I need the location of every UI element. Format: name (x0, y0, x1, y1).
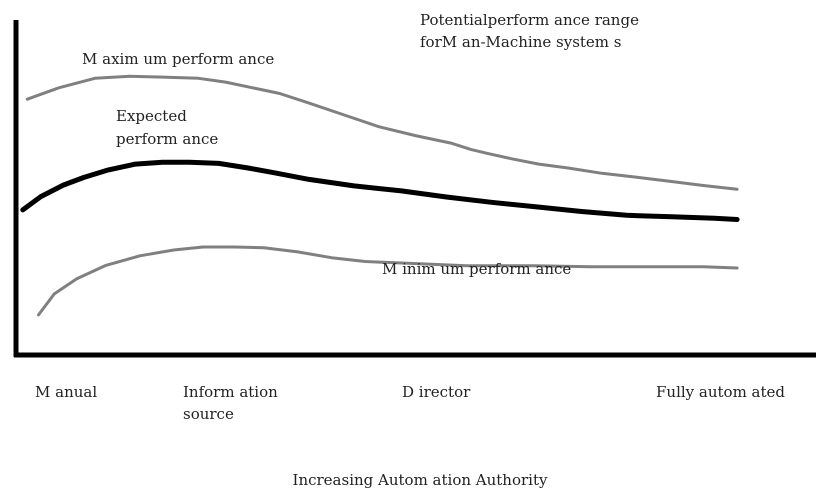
x-tick-label-2: Inform ation source (183, 383, 278, 423)
x-tick-label-3: D irector (402, 383, 471, 401)
series-annotation-2: Expected perform ance (116, 107, 218, 148)
x-axis-title: Increasing Autom ation Authority (293, 471, 548, 489)
series-line-1 (25, 74, 739, 191)
tick-label-layer: M anual Inform ation source D irector Fully … (35, 383, 785, 423)
x-tick-label-4: Fully autom ated (656, 383, 785, 401)
chart-title: Potentialperform ance range forM an-Machi… (420, 11, 639, 51)
x-tick-label-1: M anual (35, 383, 97, 401)
series-line-2 (20, 159, 740, 222)
axes (13, 20, 816, 358)
annotation-layer: M axim um perform ance Expected perform an… (82, 50, 571, 278)
series-annotation-1: M axim um perform ance (82, 50, 274, 68)
series-annotation-3: M inim um perform ance (382, 260, 571, 278)
series-layer (20, 74, 740, 317)
series-line-3 (37, 245, 739, 317)
